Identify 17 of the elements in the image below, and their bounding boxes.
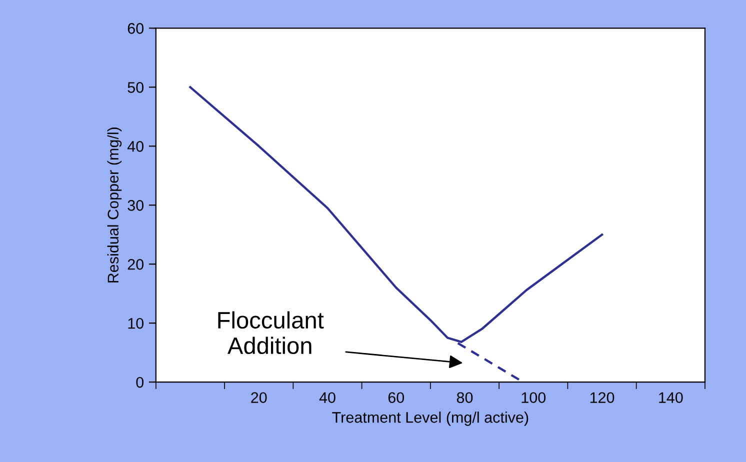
y-tick-label: 20: [128, 258, 144, 270]
x-tick-label: 120: [590, 392, 614, 404]
x-tick-label: 20: [251, 392, 267, 404]
x-tick-label: 140: [659, 392, 683, 404]
x-tick-label: 40: [319, 392, 336, 404]
y-axis-title: Residual Copper (mg/l): [107, 128, 122, 282]
y-tick-label: 10: [128, 318, 144, 329]
y-tick-label: 60: [128, 23, 144, 34]
y-tick-label: 0: [136, 376, 144, 388]
y-tick-label: 50: [128, 82, 144, 93]
x-tick-label: 60: [388, 392, 404, 404]
y-tick-label: 40: [127, 141, 144, 152]
x-axis-title: Treatment Level (mg/l active): [332, 412, 528, 426]
annotation: Flocculant Addition: [218, 311, 324, 354]
x-tick-label: 100: [522, 392, 546, 404]
y-tick-label: 30: [128, 200, 144, 211]
x-tick-label: 80: [456, 392, 473, 404]
